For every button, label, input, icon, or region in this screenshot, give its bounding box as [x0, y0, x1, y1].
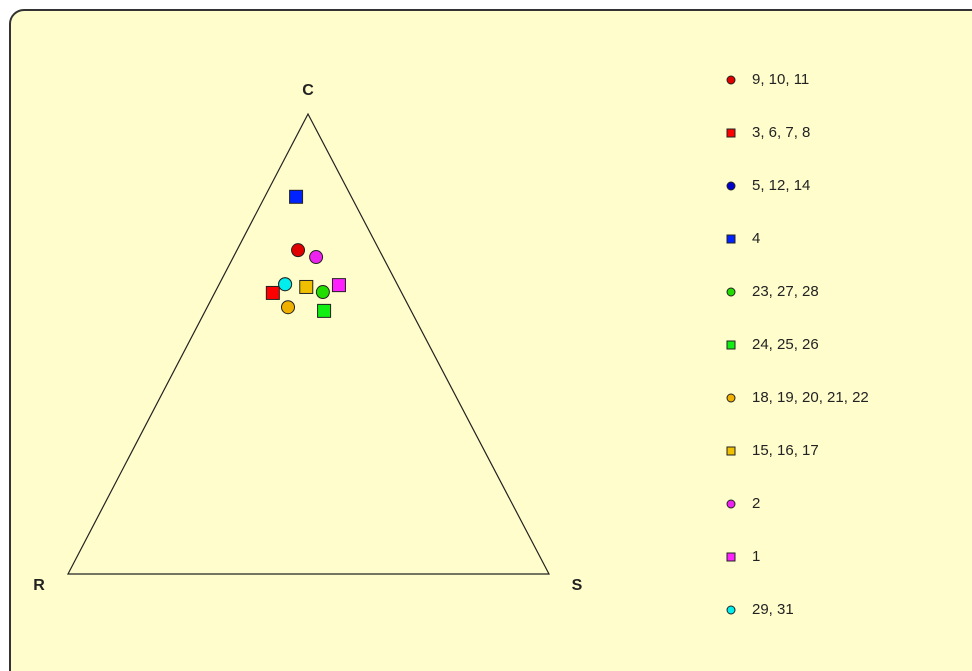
legend-label: 3, 6, 7, 8 [752, 124, 810, 141]
legend-label: 9, 10, 11 [752, 71, 809, 88]
legend-label: 23, 27, 28 [752, 283, 819, 300]
triangle [67, 112, 550, 575]
legend-marker [726, 181, 736, 191]
point [281, 300, 296, 315]
legend-marker [726, 287, 736, 297]
legend-label: 24, 25, 26 [752, 336, 819, 353]
legend-label: 18, 19, 20, 21, 22 [752, 389, 869, 406]
legend-marker [726, 499, 736, 509]
vertex-label: C [302, 82, 314, 99]
legend-marker [726, 605, 736, 615]
vertex-label: S [572, 577, 583, 594]
point [278, 277, 293, 292]
legend-label: 1 [752, 548, 760, 565]
vertex-label: R [33, 577, 45, 594]
point [317, 303, 332, 318]
legend-marker [726, 234, 736, 244]
point [331, 278, 346, 293]
point [299, 279, 314, 294]
point [315, 285, 330, 300]
panel [9, 9, 972, 671]
legend-marker [726, 393, 736, 403]
point [265, 285, 280, 300]
legend-marker [726, 552, 736, 562]
legend-marker [726, 128, 736, 138]
point [289, 189, 304, 204]
legend-label: 2 [752, 495, 760, 512]
legend-marker [726, 75, 736, 85]
point [291, 243, 306, 258]
legend-label: 15, 16, 17 [752, 442, 819, 459]
legend-marker [726, 340, 736, 350]
point [309, 250, 324, 265]
legend-marker [726, 446, 736, 456]
legend-label: 4 [752, 230, 760, 247]
legend-label: 5, 12, 14 [752, 177, 810, 194]
legend-label: 29, 31 [752, 601, 794, 618]
